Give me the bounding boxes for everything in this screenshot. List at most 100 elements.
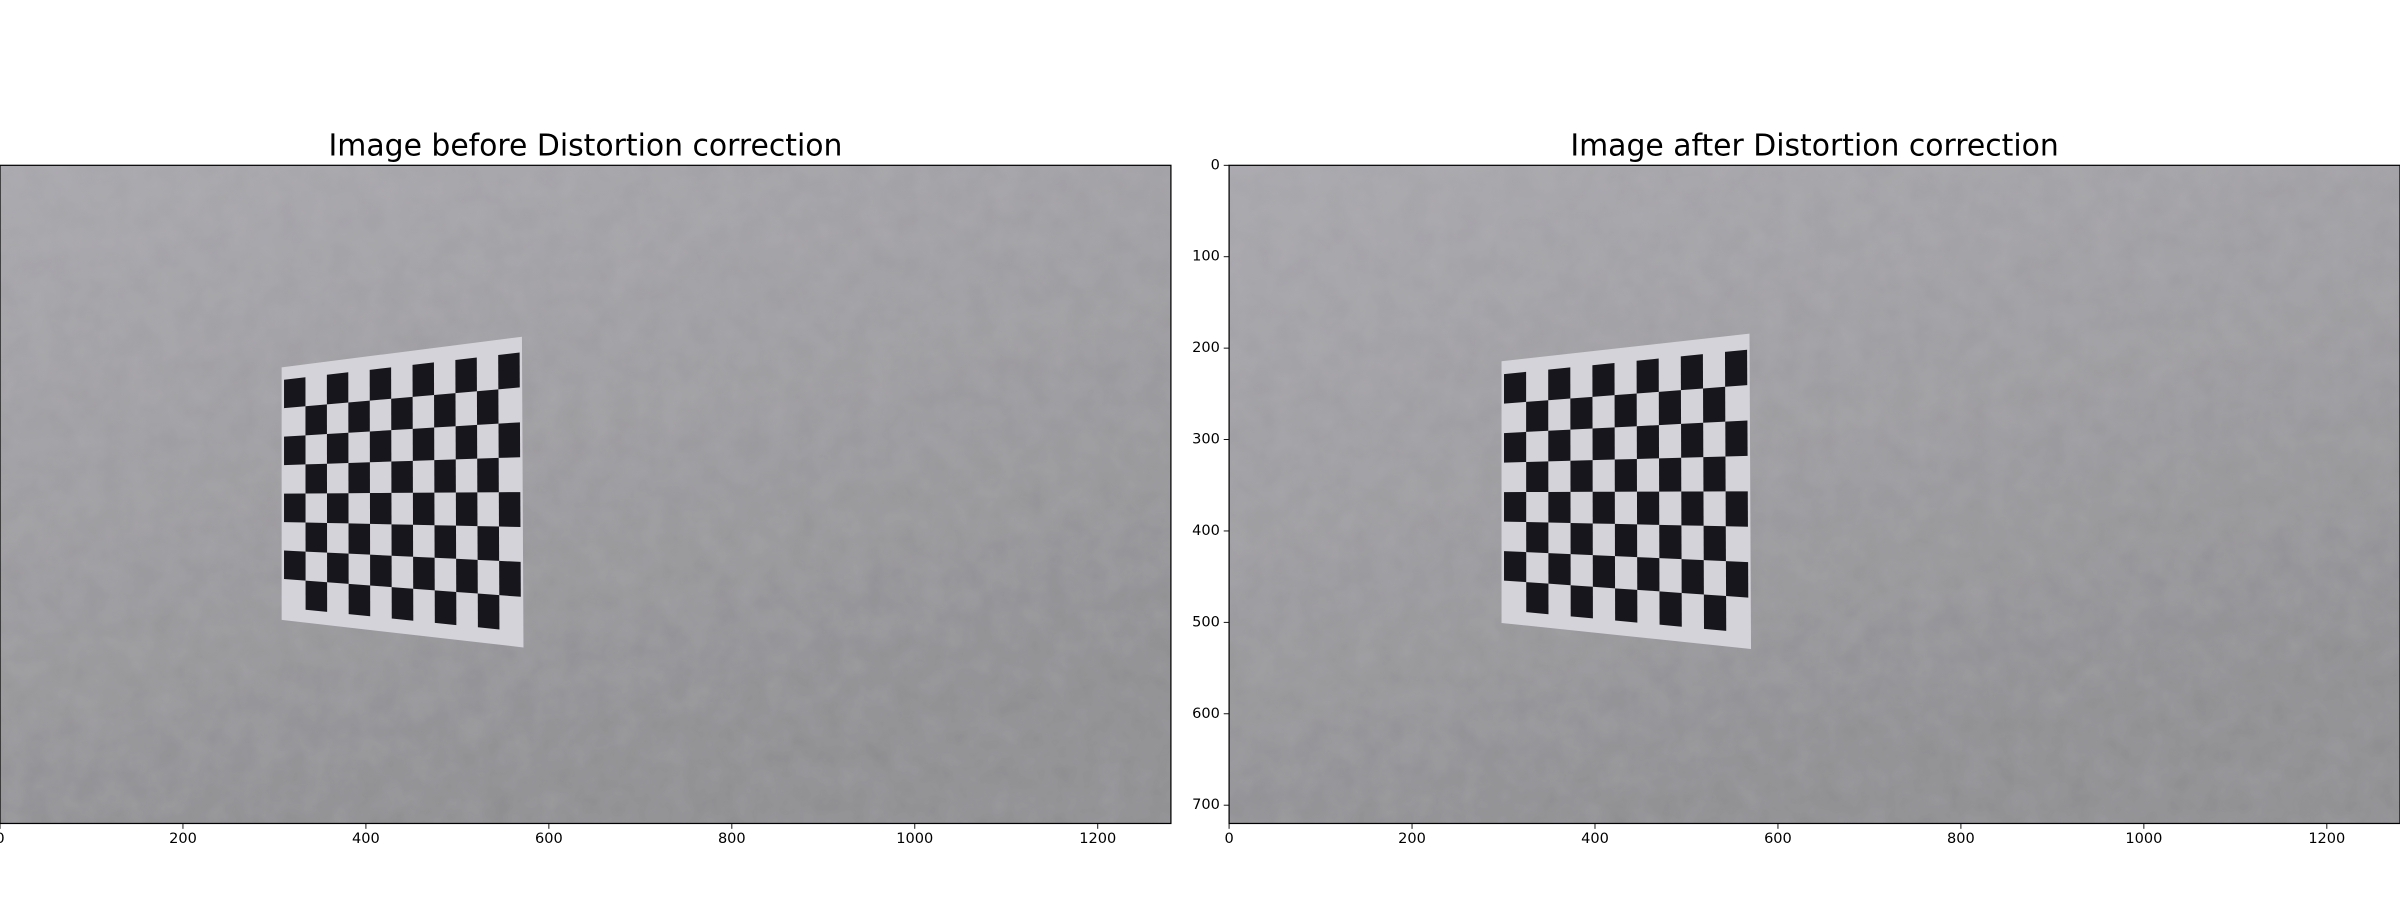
- checker-square: [1615, 588, 1638, 623]
- x-tick-label: 200: [169, 831, 197, 847]
- checker-square: [1636, 358, 1659, 394]
- checker-square: [434, 525, 457, 559]
- checker-square: [327, 552, 349, 584]
- checker-square: [348, 583, 371, 617]
- checker-square: [1681, 559, 1704, 595]
- checker-square: [326, 372, 349, 405]
- checker-square: [284, 550, 306, 581]
- panel-title: Image after Distortion correction: [1570, 128, 2058, 163]
- checker-square: [1725, 561, 1749, 598]
- checker-square: [455, 492, 478, 527]
- checker-square: [1681, 491, 1704, 526]
- y-tick-label: 500: [1192, 614, 1220, 630]
- checker-square: [1526, 522, 1549, 554]
- checker-square: [1548, 553, 1571, 586]
- axes-frame: [1228, 164, 2400, 825]
- checker-square: [348, 462, 370, 494]
- x-tick-label: 1000: [896, 831, 933, 847]
- x-tick-label: 400: [1581, 831, 1609, 847]
- checker-square: [498, 492, 521, 527]
- checker-square: [1703, 386, 1726, 423]
- checker-square: [1592, 491, 1615, 524]
- checker-square: [1570, 522, 1593, 556]
- checker-square: [305, 522, 328, 553]
- y-tick-label: 400: [1192, 523, 1220, 539]
- x-tick-label: 400: [352, 831, 380, 847]
- checker-square: [1504, 551, 1527, 583]
- checker-square: [434, 459, 456, 493]
- checker-square: [1592, 427, 1615, 461]
- checker-square: [305, 463, 327, 494]
- checker-square: [1658, 390, 1682, 426]
- checker-square: [455, 424, 478, 460]
- checker-square: [369, 367, 392, 401]
- image-panel: Image before Distortion correction 0 200 40…: [0, 128, 1172, 847]
- checker-square: [1504, 371, 1527, 404]
- checker-square: [391, 460, 413, 493]
- checker-square: [1636, 425, 1660, 459]
- checker-square: [476, 389, 499, 425]
- y-tick-label: 100: [1192, 249, 1220, 265]
- checker-square: [1504, 492, 1527, 523]
- image-panel: Image after Distortion correction 0 200 400…: [1192, 128, 2400, 847]
- panel-title: Image before Distortion correction: [329, 128, 843, 163]
- checker-square: [1681, 422, 1704, 458]
- checker-square: [284, 435, 306, 466]
- checker-square: [413, 556, 435, 591]
- checker-square: [477, 526, 500, 561]
- checker-square: [1659, 457, 1682, 492]
- y-tick-label: 0: [1211, 157, 1220, 173]
- checker-square: [1725, 420, 1748, 457]
- checker-square: [369, 492, 392, 525]
- checker-square: [1526, 461, 1549, 493]
- checker-square: [434, 590, 457, 626]
- checker-square: [412, 492, 435, 526]
- checker-square: [305, 404, 327, 436]
- checker-square: [369, 430, 392, 463]
- checker-square: [391, 587, 414, 621]
- checker-square: [284, 493, 306, 523]
- checker-square: [498, 352, 520, 390]
- checker-square: [477, 457, 499, 493]
- checker-square: [1592, 555, 1616, 589]
- checker-square: [1703, 594, 1727, 631]
- x-tick-label: 0: [0, 831, 5, 847]
- x-tick-label: 200: [1398, 831, 1426, 847]
- checker-square: [434, 393, 456, 428]
- y-tick-label: 300: [1192, 432, 1220, 448]
- checker-square: [1636, 491, 1660, 525]
- checker-square: [1504, 431, 1527, 463]
- checker-square: [1680, 354, 1704, 391]
- checker-square: [1548, 429, 1571, 462]
- checker-square: [412, 427, 435, 461]
- y-tick-label: 700: [1192, 797, 1220, 813]
- checker-square: [370, 554, 392, 588]
- y-tick-label: 200: [1192, 340, 1220, 356]
- checker-square: [499, 560, 521, 597]
- checker-square: [1637, 557, 1660, 592]
- photo: [0, 165, 1171, 824]
- checker-square: [1614, 393, 1637, 428]
- x-tick-label: 600: [535, 831, 563, 847]
- x-tick-label: 800: [718, 831, 746, 847]
- checker-square: [284, 377, 306, 409]
- checker-square: [1548, 367, 1571, 401]
- checker-square: [455, 357, 477, 394]
- checker-square: [1659, 524, 1682, 560]
- x-tick-label: 600: [1764, 831, 1792, 847]
- checker-square: [477, 593, 500, 630]
- checker-square: [1570, 460, 1593, 492]
- checker-square: [1526, 582, 1549, 615]
- checker-square: [456, 558, 478, 594]
- checker-square: [1548, 491, 1571, 523]
- checker-square: [1570, 585, 1593, 619]
- checker-square: [326, 493, 349, 524]
- checker-square: [391, 396, 413, 431]
- checker-square: [326, 432, 349, 464]
- x-tick-label: 1200: [2308, 831, 2345, 847]
- checker-square: [1725, 491, 1748, 527]
- checker-square: [1703, 525, 1726, 562]
- checker-square: [1614, 523, 1638, 558]
- checker-square: [1614, 458, 1637, 492]
